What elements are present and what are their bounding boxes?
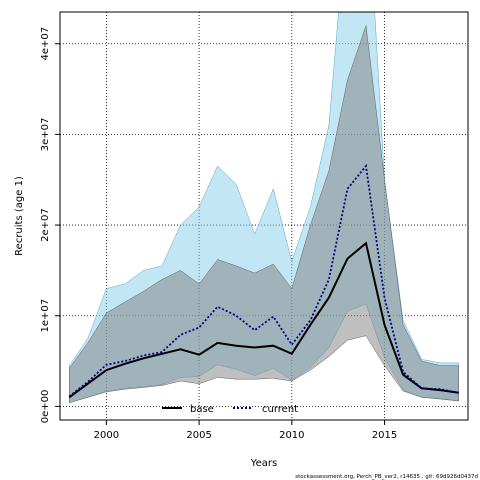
y-tick-label: 4e+07 [40,27,51,61]
legend: base current [162,404,298,415]
y-axis-title: Recruits (age 1) [14,176,25,256]
legend-label-current: current [262,404,298,415]
band-base [69,25,459,404]
x-tick-label: 2000 [94,430,119,441]
series-lines [68,163,459,399]
y-axis: 0e+00 1e+07 2e+07 3e+07 4e+07 [40,27,60,423]
series-line-current [68,163,459,398]
x-axis: 2000 2005 2010 2015 [94,420,397,441]
plot-frame [59,11,469,421]
x-tick-label: 2015 [372,430,397,441]
footer-attribution: stockassessment.org, Perch_PB_ver2, r146… [295,474,478,480]
series-line-base [68,241,459,399]
y-tick-label: 0e+00 [40,390,51,424]
y-tick-label: 2e+07 [40,208,51,242]
y-tick-label: 1e+07 [40,299,51,333]
x-tick-label: 2010 [279,430,304,441]
legend-label-base: base [190,404,214,415]
confidence-bands [69,12,459,404]
x-axis-title: Years [250,458,277,469]
x-tick-label: 2005 [186,430,211,441]
y-tick-label: 3e+07 [40,118,51,152]
